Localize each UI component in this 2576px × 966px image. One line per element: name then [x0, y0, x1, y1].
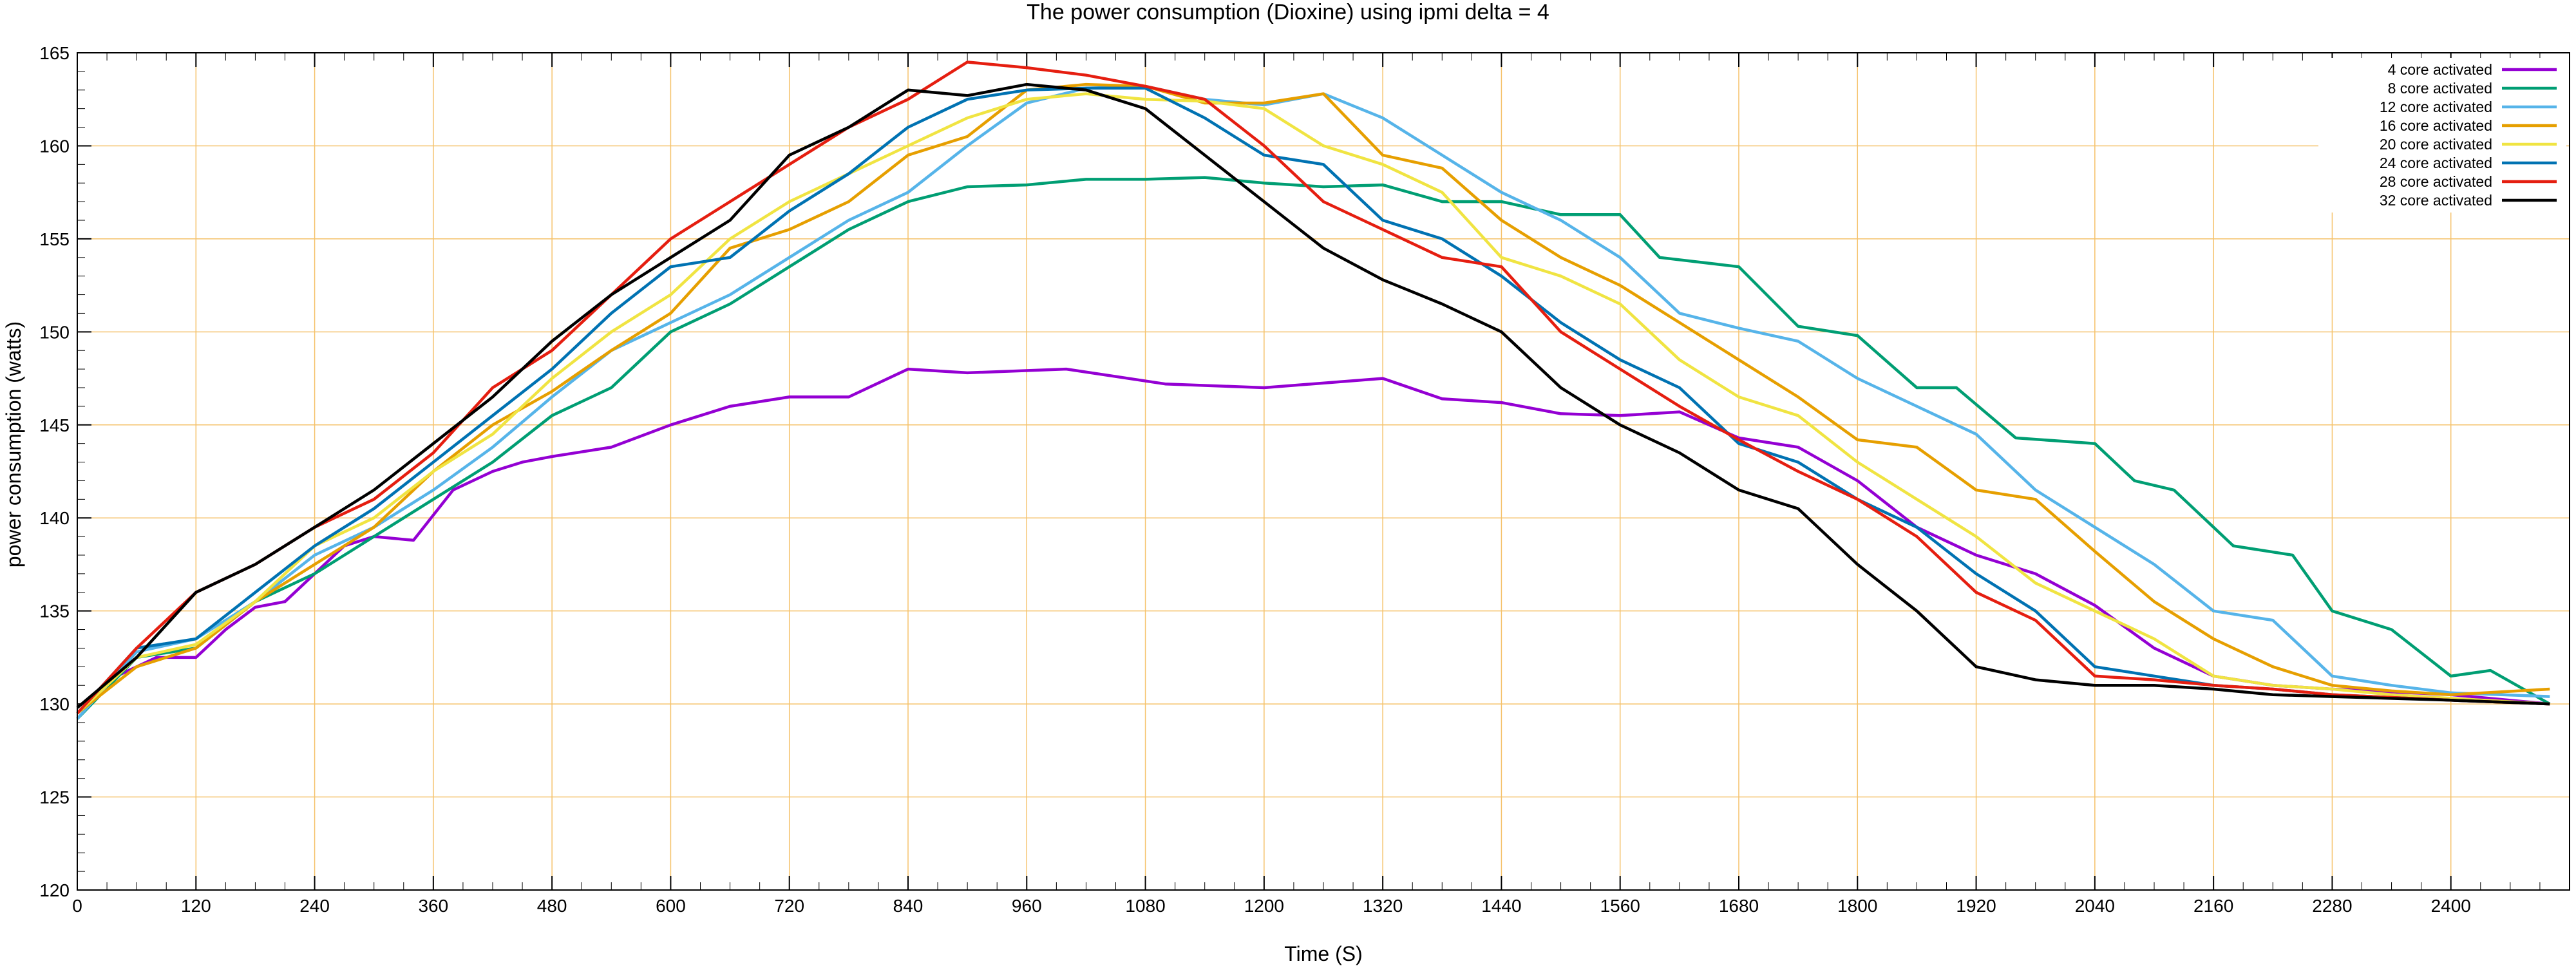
y-tick-label: 120 — [39, 880, 70, 900]
x-tick-label: 600 — [656, 896, 686, 916]
y-tick-label: 155 — [39, 229, 70, 249]
legend-background — [2318, 58, 2566, 213]
y-tick-label: 145 — [39, 415, 70, 435]
plot-frame — [77, 52, 2570, 891]
x-tick-label: 1680 — [1719, 896, 1759, 916]
y-tick-label: 125 — [39, 788, 70, 808]
x-tick-label: 480 — [537, 896, 567, 916]
y-tick-label: 135 — [39, 601, 70, 621]
series-lines — [76, 61, 2551, 720]
x-tick-label: 2400 — [2431, 896, 2471, 916]
y-axis-label: power consumption (watts) — [2, 321, 25, 567]
x-tick-label: 0 — [72, 896, 82, 916]
x-tick-label: 1320 — [1363, 896, 1403, 916]
x-tick-label: 840 — [893, 896, 923, 916]
x-tick-label: 1200 — [1244, 896, 1284, 916]
x-tick-label: 2280 — [2312, 896, 2352, 916]
x-axis-label: Time (S) — [1284, 942, 1362, 965]
x-tick-label: 1920 — [1956, 896, 1996, 916]
x-tick-label: 1440 — [1481, 896, 1521, 916]
legend-label: 12 core activated — [2380, 99, 2492, 115]
y-tick-label: 165 — [39, 43, 70, 63]
series-line-2 — [76, 176, 2551, 720]
legend-label: 8 core activated — [2388, 80, 2492, 97]
series-line-8 — [76, 82, 2550, 709]
x-tick-label: 240 — [299, 896, 330, 916]
x-tick-label: 120 — [181, 896, 211, 916]
x-tick-label: 720 — [774, 896, 804, 916]
legend-label: 32 core activated — [2380, 192, 2492, 209]
legend-label: 20 core activated — [2380, 136, 2492, 153]
series-line-7 — [76, 61, 2550, 715]
legend: 4 core activated 8 core activated 12 core … — [2318, 58, 2566, 213]
series-line-5 — [76, 92, 2550, 715]
series-line-4 — [76, 82, 2550, 715]
y-tick-label: 140 — [39, 508, 70, 528]
y-tick-label: 130 — [39, 694, 70, 714]
x-tick-label: 960 — [1012, 896, 1042, 916]
y-tick-label: 150 — [39, 322, 70, 342]
x-tick-label: 360 — [418, 896, 448, 916]
x-tick-label: 2160 — [2193, 896, 2233, 916]
legend-label: 4 core activated — [2388, 61, 2492, 78]
legend-label: 24 core activated — [2380, 155, 2492, 171]
x-tick-label: 1080 — [1125, 896, 1165, 916]
chart-title: The power consumption (Dioxine) using ip… — [1027, 0, 1549, 24]
y-tick-label: 160 — [39, 136, 70, 156]
series-line-1 — [76, 367, 2550, 715]
x-tick-label: 2040 — [2075, 896, 2115, 916]
series-line-6 — [76, 86, 2550, 715]
grid-lines — [77, 52, 2570, 891]
series-line-3 — [76, 84, 2550, 720]
legend-label: 16 core activated — [2380, 117, 2492, 134]
legend-label: 28 core activated — [2380, 173, 2492, 190]
x-tick-label: 1560 — [1600, 896, 1640, 916]
x-tick-label: 1800 — [1837, 896, 1877, 916]
